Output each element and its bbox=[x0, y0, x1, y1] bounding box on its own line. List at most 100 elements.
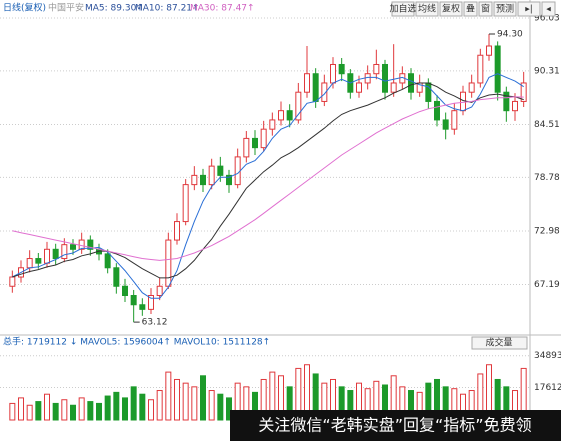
candle-body bbox=[70, 244, 76, 250]
candle-body bbox=[468, 82, 475, 93]
candle-body bbox=[182, 184, 189, 223]
volume-tick-label: 17612 bbox=[534, 383, 561, 393]
volume-bar bbox=[113, 391, 120, 421]
candle-body bbox=[330, 63, 336, 84]
toolbar-label[interactable]: ▸| bbox=[525, 5, 533, 15]
volume-bar bbox=[61, 399, 68, 421]
toolbar-label[interactable]: ◂ bbox=[546, 5, 551, 15]
y-tick-label: 72.98 bbox=[534, 227, 560, 237]
volume-bar bbox=[174, 378, 180, 421]
candle-body bbox=[373, 63, 380, 75]
y-tick-label: 67.19 bbox=[534, 280, 560, 290]
candle-body bbox=[364, 73, 371, 84]
volume-bar bbox=[26, 404, 33, 421]
ma-line bbox=[12, 82, 524, 279]
volume-bar bbox=[18, 397, 24, 421]
ma-line bbox=[12, 96, 524, 261]
candle-body bbox=[278, 110, 284, 121]
candle-body bbox=[252, 137, 258, 149]
toolbar-button[interactable] bbox=[439, 1, 463, 17]
candle-body bbox=[148, 294, 154, 310]
candle-body bbox=[165, 239, 172, 287]
volume-bar bbox=[191, 386, 198, 421]
toolbar-label[interactable]: 预测 bbox=[496, 4, 514, 15]
volume-selector-label[interactable]: 成交量 bbox=[485, 337, 512, 349]
volume-selector[interactable] bbox=[471, 336, 528, 350]
candle-body bbox=[113, 267, 120, 287]
toolbar-label[interactable]: 窗 bbox=[481, 3, 490, 15]
candle-body bbox=[269, 119, 276, 130]
toolbar-label[interactable]: 复权 bbox=[442, 3, 460, 15]
stock-name: 中国平安 bbox=[48, 2, 84, 14]
candle-body bbox=[35, 258, 42, 264]
candle-body bbox=[26, 258, 33, 269]
toolbar-label[interactable]: 加自选 bbox=[389, 3, 416, 15]
candle-body bbox=[338, 63, 345, 75]
volume-bar bbox=[156, 390, 163, 421]
volume-bar bbox=[78, 397, 85, 421]
toolbar-button[interactable] bbox=[391, 1, 415, 17]
toolbar-button[interactable] bbox=[415, 1, 439, 17]
candle-body bbox=[139, 304, 146, 310]
volume-bar bbox=[96, 402, 102, 421]
candle-body bbox=[61, 244, 68, 260]
volume-bar bbox=[130, 386, 137, 421]
volume-bar bbox=[44, 393, 50, 421]
candle-body bbox=[321, 82, 328, 102]
volume-bar bbox=[122, 397, 128, 421]
volume-bar bbox=[226, 397, 232, 421]
volume-bar bbox=[87, 401, 94, 421]
candle-body bbox=[174, 221, 180, 241]
volume-tick-label: 34893 bbox=[534, 351, 561, 361]
volume-bar bbox=[148, 399, 154, 421]
toolbar-button[interactable] bbox=[463, 1, 478, 17]
candle-body bbox=[200, 174, 206, 186]
toolbar-button[interactable] bbox=[517, 1, 541, 17]
y-tick-label: 84.51 bbox=[534, 120, 560, 130]
period-label: 日线(复权) bbox=[3, 2, 46, 14]
candle-body bbox=[494, 45, 501, 93]
candle-body bbox=[503, 91, 510, 112]
ma10-label: MA10: 87.21↑ bbox=[135, 4, 200, 14]
candle-body bbox=[243, 137, 250, 158]
candle-body bbox=[122, 285, 128, 296]
candle-body bbox=[130, 294, 137, 306]
annotation: 94.30 bbox=[497, 29, 523, 39]
toolbar-button[interactable] bbox=[541, 1, 556, 17]
candle-body bbox=[234, 156, 241, 186]
toolbar-button[interactable] bbox=[478, 1, 493, 17]
y-tick-label: 78.78 bbox=[534, 173, 560, 183]
y-tick-label: 96.03 bbox=[534, 14, 560, 24]
candle-body bbox=[520, 82, 527, 102]
volume-bar bbox=[208, 390, 215, 421]
volume-bar bbox=[35, 401, 42, 421]
candle-body bbox=[460, 91, 466, 112]
watermark-box bbox=[230, 410, 561, 441]
volume-bar bbox=[52, 402, 59, 421]
volume-bar bbox=[9, 402, 16, 421]
candle-body bbox=[477, 54, 484, 84]
candle-body bbox=[226, 174, 232, 186]
ma-line bbox=[12, 73, 524, 299]
toolbar-label[interactable]: 均线 bbox=[418, 3, 436, 15]
candle-body bbox=[442, 119, 449, 130]
candle-body bbox=[312, 73, 319, 102]
volume-bar bbox=[139, 393, 146, 421]
candle-body bbox=[104, 253, 111, 269]
candle-body bbox=[217, 165, 224, 176]
candle-body bbox=[425, 82, 432, 102]
candle-body bbox=[295, 91, 302, 121]
candle-body bbox=[208, 165, 215, 186]
candle-body bbox=[304, 73, 310, 93]
toolbar-label[interactable]: 叠 bbox=[466, 4, 475, 15]
candle-body bbox=[382, 63, 388, 93]
volume-bar bbox=[200, 375, 206, 421]
volume-header: 总手: 1719112 ↓ MAVOL5: 1596004↑ MAVOL10: … bbox=[3, 336, 270, 348]
volume-bar bbox=[104, 395, 111, 421]
candle-body bbox=[260, 128, 267, 149]
toolbar-button[interactable] bbox=[493, 1, 517, 17]
candle-body bbox=[408, 73, 414, 93]
candle-body bbox=[451, 110, 458, 130]
